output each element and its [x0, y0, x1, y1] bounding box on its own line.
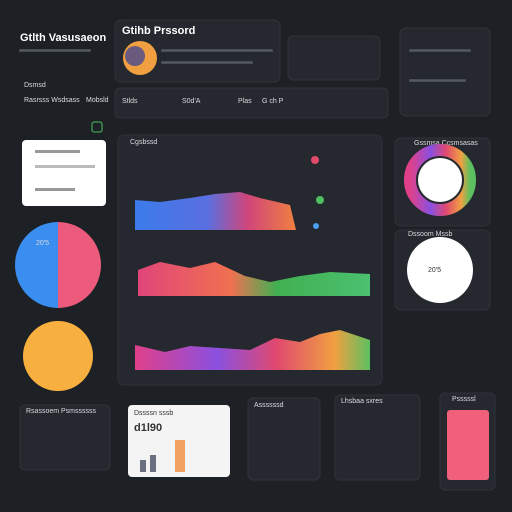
panel-title: Psssssl: [452, 396, 476, 403]
legend-dot: [313, 223, 319, 229]
area-chart: [135, 330, 370, 370]
activity-panel: [334, 394, 421, 481]
area-chart: [138, 262, 370, 296]
panel-title: Rsassoem Psmssssss: [26, 408, 97, 415]
white-circle: [407, 237, 473, 303]
circle-value: 20'5: [428, 267, 441, 274]
panel-title: Assssssd: [254, 402, 284, 409]
divider: [161, 61, 253, 64]
area-chart: [135, 192, 296, 230]
panel-title: Dssoom Mssb: [408, 231, 452, 238]
text-line: [35, 150, 80, 153]
stats-bar: [114, 87, 389, 119]
app-title: Gtlth Vasusaeon: [20, 32, 106, 44]
sidebar-item[interactable]: Dsmsd: [24, 82, 46, 89]
trend-panel: [117, 134, 383, 386]
legend-dot: [316, 196, 324, 204]
donut: [404, 144, 476, 216]
pink-card[interactable]: [447, 410, 489, 480]
divider: [409, 79, 466, 82]
pie-label: 20'5: [36, 240, 49, 247]
icon[interactable]: [91, 121, 103, 133]
text-line: [35, 165, 95, 168]
stat-label: Plas: [238, 98, 252, 105]
panel-title: Gssmsa Ccsmsasas: [414, 140, 478, 147]
stat-label: S0d'A: [182, 98, 201, 105]
divider: [409, 49, 471, 52]
info-panel: [399, 27, 491, 117]
pie-slice: [15, 222, 58, 308]
bar: [175, 440, 185, 472]
donut-center: [418, 158, 462, 202]
list-panel: [19, 404, 111, 471]
bar: [140, 460, 146, 472]
legend-dot: [311, 156, 319, 164]
task-panel: [247, 397, 321, 481]
divider: [19, 49, 91, 52]
sidebar-item[interactable]: Rasrsss Wsdsass: [24, 97, 80, 104]
stat-label: Stlds: [122, 98, 138, 105]
pie-slice: [58, 222, 101, 308]
card-value: d1l90: [134, 422, 162, 434]
circle-chart: [23, 321, 93, 391]
white-card: [22, 140, 106, 206]
panel-title: Cgsbssd: [130, 139, 157, 146]
divider: [161, 49, 273, 52]
stat-label: G ch P: [262, 98, 284, 105]
sidebar-item[interactable]: Mobsld: [86, 97, 109, 104]
profile-title: Gtihb Prssord: [122, 25, 195, 37]
panel-title: Lhsbaa sxres: [341, 398, 383, 405]
mini-panel: [287, 35, 381, 81]
header: Gtlth Vasusaeon Dsmsd Rasrsss Wsdsass Mo…: [19, 32, 109, 133]
card-title: Dssssn sssb: [134, 410, 173, 417]
bar: [150, 455, 156, 472]
avatar-face: [125, 46, 145, 66]
text-line: [35, 188, 75, 191]
